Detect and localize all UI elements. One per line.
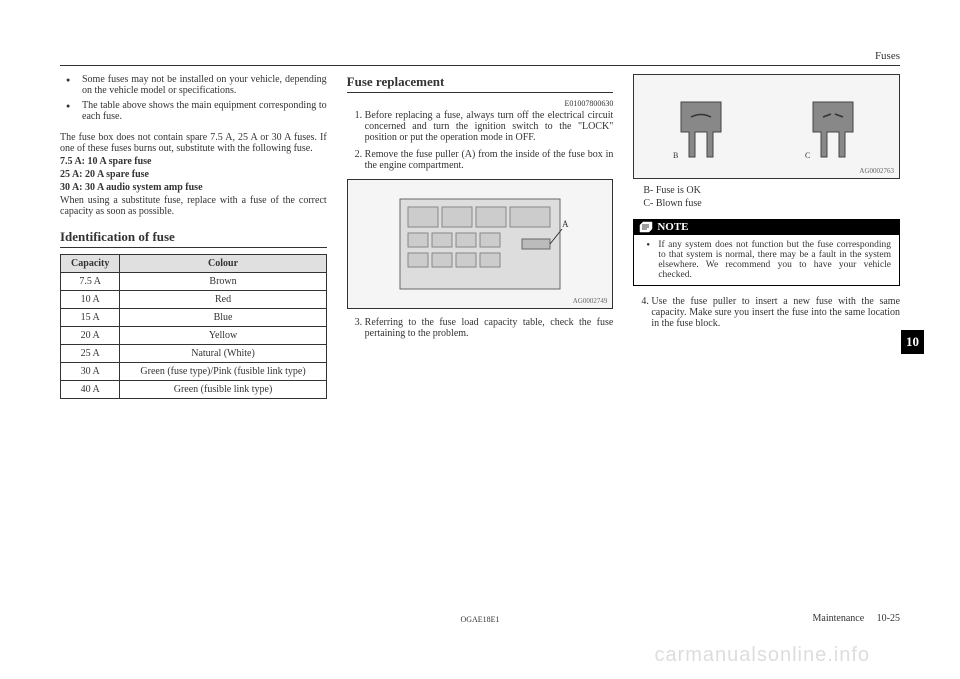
fusebox-figure: A AG0002749 bbox=[347, 179, 614, 309]
bullet-item: The table above shows the main equipment… bbox=[72, 100, 327, 122]
column-1: Some fuses may not be installed on your … bbox=[60, 74, 327, 399]
watermark: carmanualsonline.info bbox=[654, 644, 870, 667]
note-title: NOTE bbox=[657, 221, 688, 233]
step-4: Use the fuse puller to insert a new fuse… bbox=[651, 296, 900, 329]
intro-bullets: Some fuses may not be installed on your … bbox=[60, 74, 327, 122]
footer-right: Maintenance 10-25 bbox=[813, 613, 900, 624]
fuse-compare-figure: B C AG0002763 bbox=[633, 74, 900, 179]
note-body: If any system does not function but the … bbox=[633, 235, 900, 286]
spare-line: 7.5 A: 10 A spare fuse bbox=[60, 156, 327, 167]
fusebox-illustration: A bbox=[390, 189, 570, 299]
svg-text:A: A bbox=[562, 219, 569, 229]
table-row: 15 ABlue bbox=[61, 309, 327, 327]
replacement-steps-4: Use the fuse puller to insert a new fuse… bbox=[633, 296, 900, 329]
page-header: Fuses bbox=[60, 50, 900, 66]
table-header-capacity: Capacity bbox=[61, 255, 120, 273]
replacement-steps: Before replacing a fuse, always turn off… bbox=[347, 110, 614, 171]
page-number: 10-25 bbox=[877, 613, 900, 624]
note-text: If any system does not function but the … bbox=[650, 240, 891, 280]
figure-label: AG0002749 bbox=[573, 297, 608, 305]
step-1: Before replacing a fuse, always turn off… bbox=[365, 110, 614, 143]
spare-outro: When using a substitute fuse, replace wi… bbox=[60, 195, 327, 217]
fuse-replacement-title: Fuse replacement bbox=[347, 74, 614, 93]
content-columns: Some fuses may not be installed on your … bbox=[60, 74, 900, 399]
table-row: 25 ANatural (White) bbox=[61, 345, 327, 363]
step-3: Referring to the fuse load capacity tabl… bbox=[365, 317, 614, 339]
fuse-blown-icon: C bbox=[803, 92, 863, 162]
header-section-name: Fuses bbox=[875, 50, 900, 62]
spare-line: 25 A: 20 A spare fuse bbox=[60, 169, 327, 180]
identification-title: Identification of fuse bbox=[60, 229, 327, 248]
table-row: 20 AYellow bbox=[61, 327, 327, 345]
table-row: 30 AGreen (fuse type)/Pink (fusible link… bbox=[61, 363, 327, 381]
replacement-steps-cont: Referring to the fuse load capacity tabl… bbox=[347, 317, 614, 339]
spare-line: 30 A: 30 A audio system amp fuse bbox=[60, 182, 327, 193]
table-header-colour: Colour bbox=[120, 255, 326, 273]
page-footer: OGAE18E1 Maintenance 10-25 bbox=[60, 613, 900, 624]
bullet-item: Some fuses may not be installed on your … bbox=[72, 74, 327, 96]
chapter-name: Maintenance bbox=[813, 613, 865, 624]
column-3: B C AG0002763 B- Fuse is OK C- Blown fus… bbox=[633, 74, 900, 399]
table-row: 10 ARed bbox=[61, 291, 327, 309]
reference-code: E01007800630 bbox=[347, 99, 614, 108]
table-row: 7.5 ABrown bbox=[61, 273, 327, 291]
note-icon bbox=[639, 221, 653, 233]
chapter-tab: 10 bbox=[901, 330, 924, 354]
svg-text:C: C bbox=[805, 151, 810, 160]
svg-text:B: B bbox=[673, 151, 678, 160]
step-2: Remove the fuse puller (A) from the insi… bbox=[365, 149, 614, 171]
note-box: NOTE If any system does not function but… bbox=[633, 219, 900, 286]
spare-intro: The fuse box does not contain spare 7.5 … bbox=[60, 132, 327, 154]
fuse-identification-table: Capacity Colour 7.5 ABrown 10 ARed 15 AB… bbox=[60, 254, 327, 399]
note-header: NOTE bbox=[633, 219, 900, 235]
legend-b: B- Fuse is OK bbox=[643, 185, 900, 196]
legend-c: C- Blown fuse bbox=[643, 198, 900, 209]
figure-label: AG0002763 bbox=[859, 167, 894, 175]
fuse-ok-icon: B bbox=[671, 92, 731, 162]
column-2: Fuse replacement E01007800630 Before rep… bbox=[347, 74, 614, 399]
doc-code: OGAE18E1 bbox=[460, 615, 499, 624]
table-row: 40 AGreen (fusible link type) bbox=[61, 381, 327, 399]
